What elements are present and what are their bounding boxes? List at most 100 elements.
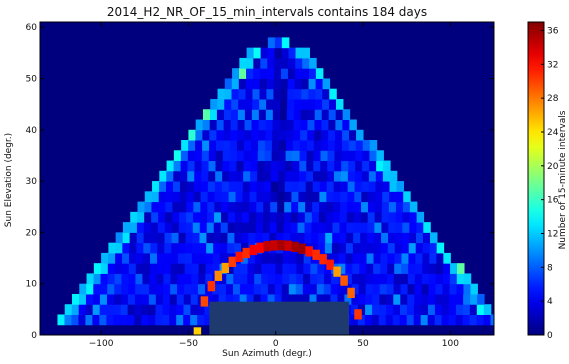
heatmap-cell: [183, 293, 192, 305]
heatmap-cell: [324, 273, 332, 285]
heatmap-cell: [358, 293, 366, 305]
heatmap-cell: [408, 252, 416, 264]
heatmap-cell: [216, 129, 224, 141]
heatmap-cell: [374, 201, 383, 213]
heatmap-cell: [302, 57, 310, 69]
heatmap-cell: [349, 119, 357, 131]
heatmap-cell: [233, 263, 242, 274]
heatmap-cell: [469, 304, 478, 315]
heatmap-cell: [305, 181, 314, 192]
heatmap-cell: [274, 283, 283, 295]
heatmap-cell: [204, 293, 213, 305]
heatmap-cell: [332, 222, 340, 233]
heatmap-cell: [331, 252, 340, 264]
heatmap-cell: [341, 150, 349, 162]
heatmap-cell: [470, 293, 478, 305]
heatmap-cell: [170, 252, 179, 264]
heatmap-cell: [385, 314, 394, 326]
heatmap-cell: [128, 283, 136, 295]
heatmap-cell: [234, 232, 242, 244]
heatmap-cell: [179, 181, 188, 192]
heatmap-cell: [198, 252, 207, 264]
heatmap-cell: [215, 150, 224, 162]
heatmap-cell: [122, 242, 130, 254]
heatmap-cell: [309, 57, 317, 69]
heatmap-cell: [483, 314, 492, 326]
heatmap-cell: [222, 150, 231, 162]
colorbar-tick-label: 16: [547, 196, 559, 206]
heatmap-cell: [113, 314, 121, 326]
heatmap-cell: [284, 181, 293, 192]
heatmap-cell: [184, 283, 192, 295]
heatmap-cell: [413, 304, 422, 315]
heatmap-cell: [306, 150, 315, 162]
heatmap-cell: [286, 119, 294, 131]
heatmap-cell: [268, 273, 276, 285]
heatmap-cell: [338, 252, 347, 264]
heatmap-cell: [319, 170, 328, 182]
heatmap-cell: [289, 263, 297, 274]
heatmap-cell: [310, 263, 318, 274]
heatmap-cell: [265, 119, 274, 131]
heatmap-cell: [188, 140, 196, 151]
heatmap-cell: [236, 150, 245, 162]
heatmap-cell: [375, 181, 384, 192]
heatmap-cell: [211, 283, 220, 295]
heatmap-cell: [246, 57, 254, 69]
heatmap-cell: [222, 160, 230, 172]
heatmap-cell: [265, 129, 273, 141]
heatmap-cell: [449, 293, 457, 305]
heatmap-cell: [180, 160, 189, 172]
heatmap-cell: [402, 211, 411, 223]
heatmap-cell: [457, 263, 465, 274]
heatmap-cell: [362, 140, 371, 151]
heatmap-cell: [190, 314, 198, 326]
heatmap-cell: [332, 232, 340, 244]
heatmap-cell: [150, 222, 159, 233]
heatmap-cell: [252, 78, 261, 90]
y-axis: 0 10 20 30 40 50 60: [26, 23, 494, 341]
heatmap-cell: [221, 262, 230, 274]
heatmap-cell: [218, 283, 227, 295]
heatmap-cell: [291, 181, 300, 192]
heatmap-cell: [222, 170, 230, 182]
heatmap-cell: [253, 47, 262, 59]
heatmap-cell: [386, 304, 394, 315]
heatmap-cell: [170, 273, 178, 285]
heatmap-cell: [319, 254, 327, 265]
heatmap-cell: [427, 314, 436, 326]
heatmap-cell: [369, 160, 377, 172]
heatmap-cell: [158, 191, 167, 203]
heatmap-cell: [200, 181, 209, 192]
heatmap-cell: [298, 243, 306, 254]
heatmap-cell: [294, 68, 303, 79]
heatmap-cell: [157, 232, 166, 244]
heatmap-cell: [129, 222, 138, 233]
y-tick-label: 10: [26, 280, 38, 290]
heatmap-cell: [100, 283, 108, 295]
heatmap-cell: [295, 293, 304, 305]
heatmap-cell: [226, 273, 234, 285]
heatmap-cell: [297, 222, 306, 233]
heatmap-cell: [304, 211, 313, 223]
heatmap-cell: [352, 263, 360, 274]
heatmap-cell: [289, 252, 298, 264]
heatmap-cell: [214, 270, 223, 281]
heatmap-cell: [221, 181, 230, 192]
heatmap-cell: [429, 232, 438, 244]
heatmap-cell: [201, 160, 210, 172]
heatmap-cell: [307, 119, 315, 131]
heatmap-cell: [303, 252, 312, 264]
heatmap-cell: [256, 201, 264, 213]
heatmap-cell: [72, 293, 80, 305]
heatmap-cell: [313, 160, 321, 172]
heatmap-cell: [209, 129, 217, 141]
heatmap-cell: [436, 263, 444, 274]
heatmap-cell: [99, 314, 107, 326]
heatmap-cell: [202, 140, 210, 151]
heatmap-cell: [253, 283, 262, 295]
heatmap-cell: [128, 273, 136, 285]
heatmap-cell: [256, 191, 265, 203]
heatmap-cell: [136, 222, 145, 233]
heatmap-cell: [261, 273, 269, 285]
